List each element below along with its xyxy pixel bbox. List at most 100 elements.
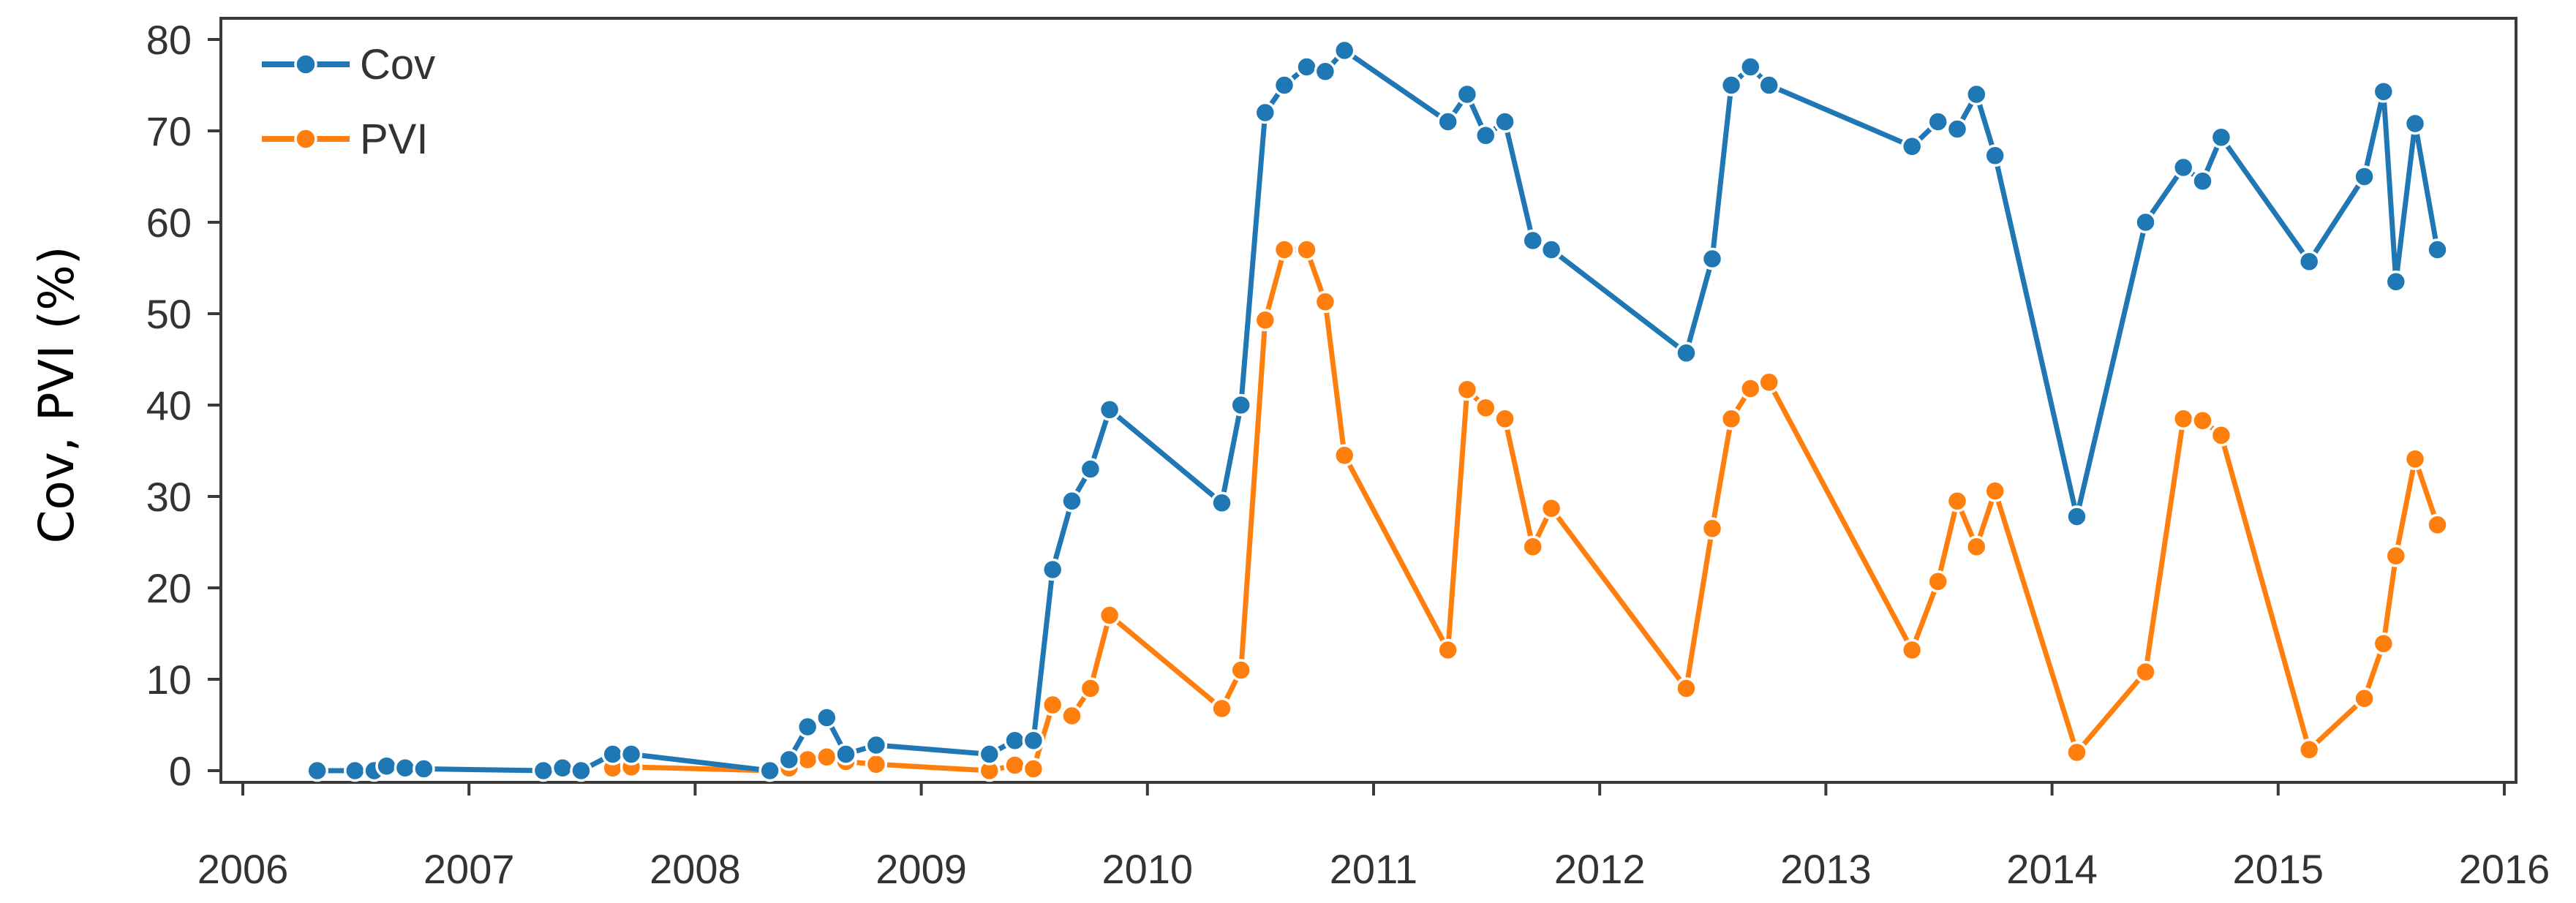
data-point-pvi — [2191, 409, 2214, 432]
data-point-cov — [865, 733, 888, 757]
data-point-cov — [1927, 110, 1949, 133]
data-point-cov — [1521, 229, 1544, 252]
y-tick-label: 30 — [146, 474, 192, 520]
data-point-pvi — [1003, 754, 1026, 777]
data-point-pvi — [1758, 371, 1780, 394]
data-point-cov — [2426, 238, 2449, 261]
legend-marker-cov — [294, 53, 317, 76]
data-point-pvi — [1720, 407, 1743, 431]
x-tick-label: 2010 — [1102, 846, 1194, 892]
data-point-cov — [2134, 211, 2157, 234]
data-point-pvi — [1984, 480, 2006, 502]
x-tick-label: 2014 — [2006, 846, 2098, 892]
x-tick-label: 2011 — [1330, 846, 1417, 892]
data-point-cov — [1254, 101, 1277, 124]
data-point-pvi — [2403, 447, 2427, 471]
series-cov — [306, 39, 2449, 782]
x-tick-label: 2016 — [2459, 846, 2550, 892]
data-point-cov — [551, 757, 574, 779]
data-point-pvi — [1273, 238, 1296, 261]
data-point-cov — [601, 743, 624, 766]
data-point-pvi — [2065, 741, 2088, 764]
x-tick-label: 2007 — [423, 846, 515, 892]
data-point-pvi — [1455, 378, 1479, 401]
data-point-cov — [1675, 341, 1698, 365]
data-point-cov — [306, 759, 328, 782]
data-point-pvi — [2134, 660, 2157, 684]
y-tick-label: 80 — [146, 17, 192, 63]
data-point-cov — [1475, 124, 1497, 147]
data-point-cov — [1758, 74, 1780, 97]
data-point-cov — [2172, 156, 2195, 179]
data-point-cov — [1229, 393, 1252, 417]
data-point-cov — [777, 748, 801, 771]
data-point-cov — [2210, 126, 2233, 149]
data-point-pvi — [1436, 638, 1459, 662]
legend-label-pvi: PVI — [360, 116, 429, 163]
data-point-pvi — [1521, 535, 1544, 559]
data-point-cov — [1965, 83, 1988, 106]
x-tick-label: 2008 — [649, 846, 741, 892]
data-point-cov — [2065, 505, 2088, 528]
data-point-pvi — [1475, 396, 1497, 420]
data-point-cov — [796, 715, 819, 738]
data-point-pvi — [1900, 638, 1924, 662]
data-point-pvi — [1701, 517, 1724, 540]
data-point-cov — [1455, 83, 1479, 106]
data-point-cov — [2384, 271, 2408, 293]
data-point-pvi — [2297, 738, 2321, 761]
data-point-pvi — [1965, 535, 1988, 559]
data-point-cov — [1061, 490, 1083, 513]
x-axis: 2006 2007 2008 2009 2010 2011 2012 2013 2014 2015… — [197, 782, 2550, 892]
y-tick-label: 10 — [146, 657, 192, 703]
data-point-pvi — [1061, 704, 1083, 728]
legend-label-cov: Cov — [360, 41, 435, 88]
y-tick-label: 60 — [146, 200, 192, 246]
data-point-cov — [1984, 144, 2006, 167]
x-tick-label: 2013 — [1780, 846, 1872, 892]
data-point-pvi — [1494, 407, 1516, 431]
data-point-cov — [1333, 39, 1356, 62]
series-layer — [306, 39, 2449, 782]
data-point-cov — [1436, 110, 1459, 133]
data-point-pvi — [1946, 490, 1969, 513]
data-point-cov — [1701, 247, 1724, 271]
plot-frame — [219, 17, 2517, 784]
data-point-pvi — [2172, 407, 2195, 431]
data-point-pvi — [1675, 677, 1698, 700]
data-point-cov — [2297, 250, 2321, 273]
data-point-cov — [1494, 110, 1516, 133]
x-tick-label: 2006 — [197, 846, 289, 892]
data-point-pvi — [796, 748, 819, 771]
y-axis-title: Cov, PVI (%) — [29, 246, 85, 543]
data-point-cov — [375, 755, 398, 778]
y-tick-label: 70 — [146, 108, 192, 154]
data-point-cov — [1295, 56, 1318, 78]
data-point-cov — [978, 743, 1001, 766]
data-point-pvi — [816, 746, 838, 768]
data-point-pvi — [1295, 238, 1318, 261]
data-point-pvi — [2426, 513, 2449, 537]
data-point-cov — [1003, 729, 1026, 752]
data-point-cov — [1210, 491, 1233, 515]
data-point-pvi — [1022, 757, 1045, 780]
series-pvi — [601, 238, 2449, 782]
data-point-pvi — [1333, 444, 1356, 467]
data-point-pvi — [2384, 545, 2408, 567]
data-point-cov — [1098, 398, 1121, 421]
data-point-cov — [1041, 558, 1064, 581]
x-tick-label: 2009 — [875, 846, 967, 892]
data-point-pvi — [1314, 290, 1337, 314]
data-point-cov — [344, 759, 366, 782]
data-point-pvi — [1079, 677, 1102, 700]
data-point-cov — [413, 757, 435, 780]
x-tick-label: 2012 — [1554, 846, 1646, 892]
data-point-pvi — [1229, 659, 1252, 681]
data-point-pvi — [2372, 632, 2395, 655]
data-point-cov — [835, 743, 857, 766]
data-point-cov — [1079, 458, 1102, 480]
data-point-cov — [1022, 729, 1045, 752]
data-point-pvi — [865, 753, 888, 776]
data-point-cov — [758, 759, 781, 782]
